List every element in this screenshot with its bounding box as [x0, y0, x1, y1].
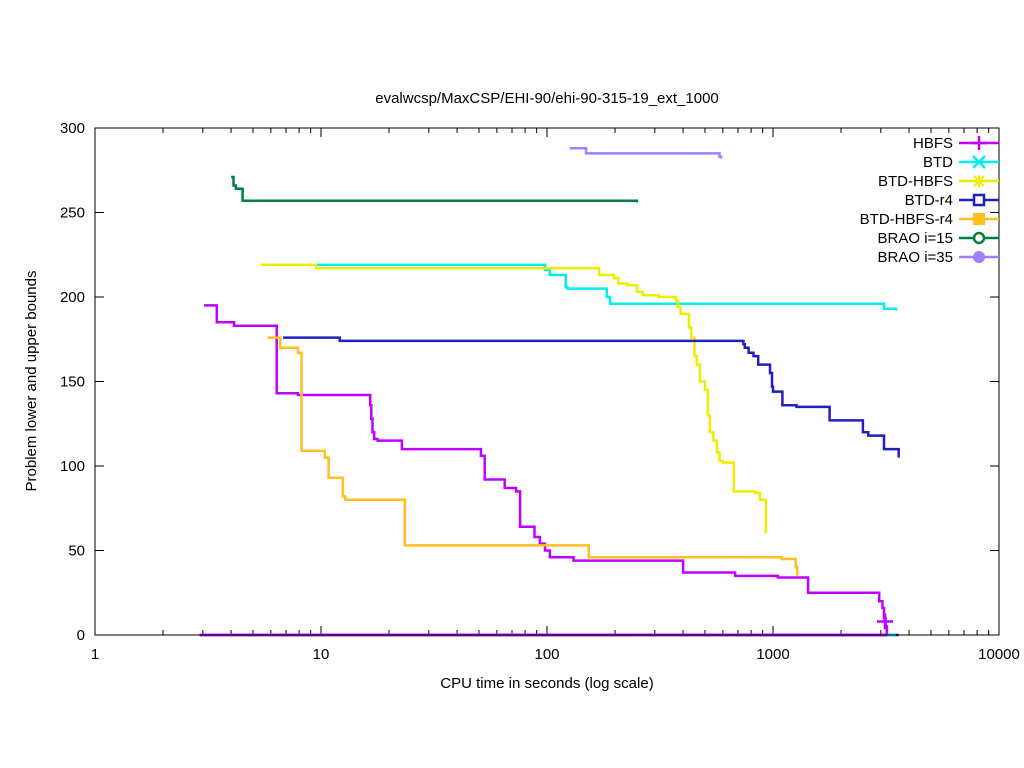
series-brao-i-35-upper-line — [569, 147, 723, 159]
series-brao-i-15-upper-line — [231, 175, 639, 203]
legend-marker-cross-icon — [972, 155, 986, 169]
x-tick-label: 1 — [91, 646, 99, 663]
y-tick-label: 50 — [68, 543, 85, 560]
series-hbfs-final-marker — [876, 613, 893, 630]
legend-label: BTD-r4 — [905, 192, 953, 209]
y-tick-label: 100 — [60, 458, 85, 475]
x-tick-label: 10000 — [978, 646, 1020, 663]
legend-label: BRAO i=15 — [878, 230, 953, 247]
y-tick-label: 150 — [60, 374, 85, 391]
y-tick-label: 200 — [60, 289, 85, 306]
legend-marker-open-square-icon — [972, 193, 986, 207]
legend-marker-filled-square-icon — [973, 213, 985, 225]
series-btd-upper-line — [316, 263, 898, 311]
x-tick-label: 1000 — [756, 646, 789, 663]
y-axis-label: Problem lower and upper bounds — [23, 271, 40, 492]
x-axis-label: CPU time in seconds (log scale) — [440, 675, 653, 692]
legend-label: BTD-HBFS-r4 — [860, 211, 953, 228]
series-group — [199, 147, 900, 637]
series-btd-hbfs-upper-line — [260, 263, 768, 534]
x-tick-label: 10 — [313, 646, 330, 663]
series-hbfs-upper-line — [204, 304, 889, 635]
legend-label: HBFS — [913, 135, 953, 152]
y-tick-label: 250 — [60, 205, 85, 222]
legend-marker-filled-circle-icon — [973, 251, 985, 263]
series-btd-hbfs-r4-upper-line — [267, 336, 799, 576]
legend-label: BTD-HBFS — [878, 173, 953, 190]
plot-frame — [94, 127, 1000, 636]
legend-label: BTD — [923, 154, 953, 171]
legend-label: BRAO i=35 — [878, 249, 953, 266]
legend-marker-open-circle-icon — [972, 231, 986, 245]
axis-ticks: 1 10 100 1000 10000 0 50 100 150 200 250 300 — [60, 120, 1020, 663]
y-tick-label: 300 — [60, 120, 85, 137]
series-btd-r4-upper-line — [283, 336, 900, 458]
legend-marker-plus-icon — [972, 136, 986, 150]
chart-title: evalwcsp/MaxCSP/EHI-90/ehi-90-315-19_ext… — [375, 90, 719, 107]
legend-marker-star-icon — [973, 175, 985, 187]
x-tick-label: 100 — [534, 646, 559, 663]
legend: HBFS BTD BTD-HBFS BTD-r4 BTD-HBFS-r4 BRAO i=1… — [860, 135, 999, 266]
y-tick-label: 0 — [77, 627, 85, 644]
